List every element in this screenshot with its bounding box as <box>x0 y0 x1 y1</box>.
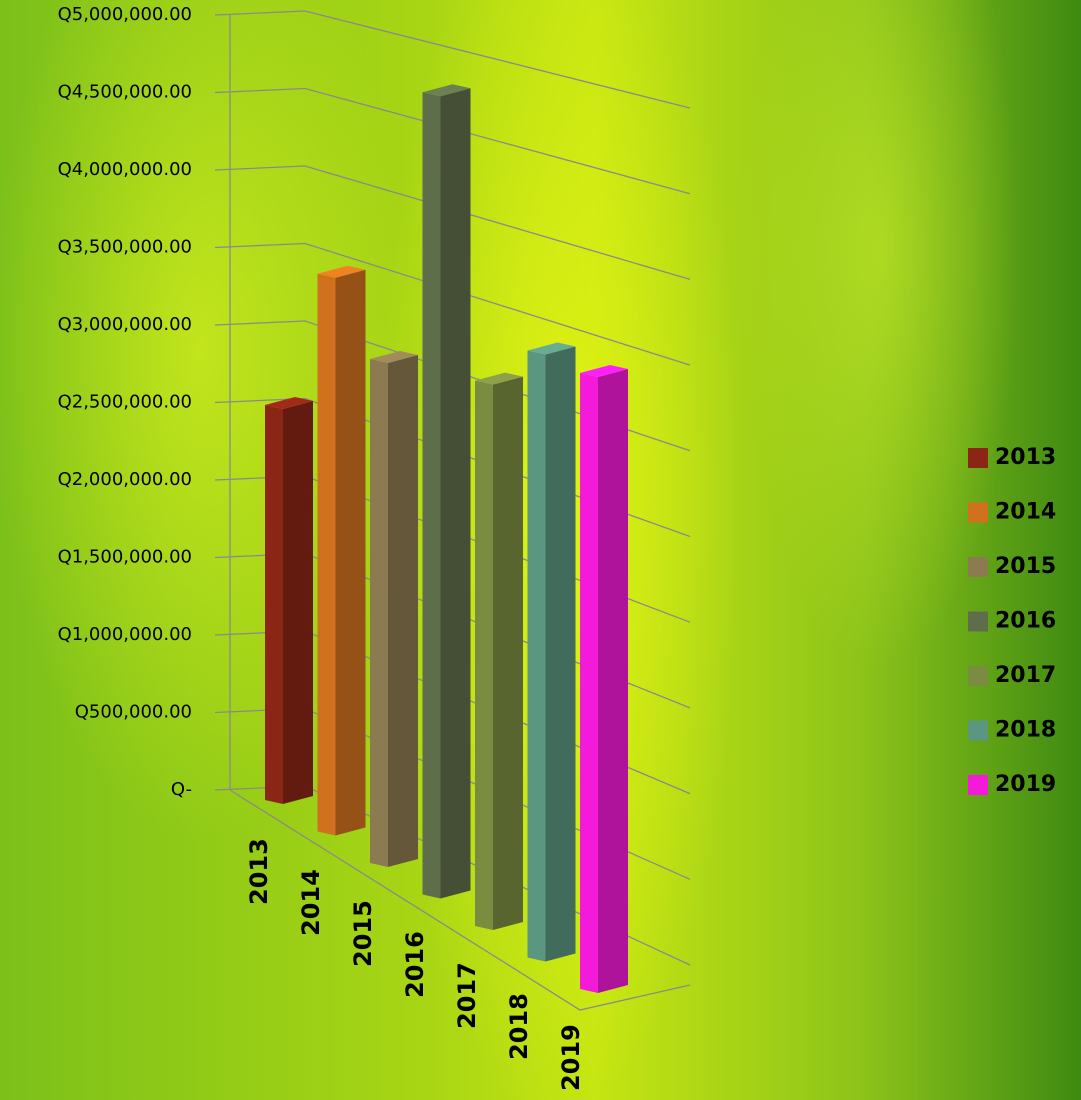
bar-front <box>370 359 388 867</box>
y-tick-label: Q3,000,000.00 <box>58 314 192 335</box>
y-tick-label: Q4,500,000.00 <box>58 82 192 103</box>
legend-label: 2013 <box>995 445 1056 470</box>
chart: Q- Q500,000.00 Q1,000,000.00 Q1,500,000.00 Q… <box>0 0 1081 1100</box>
legend-label: 2017 <box>995 663 1056 688</box>
y-tick-label: Q3,500,000.00 <box>58 237 192 258</box>
y-tick-label: Q1,500,000.00 <box>58 547 192 568</box>
bar-side <box>441 88 471 898</box>
legend-swatch <box>968 503 988 523</box>
x-tick-label: 2013 <box>245 838 273 905</box>
x-tick-label: 2018 <box>505 993 533 1060</box>
legend-swatch <box>968 612 988 632</box>
y-tick-label: Q2,500,000.00 <box>58 392 192 413</box>
y-tick-label: Q4,000,000.00 <box>58 159 192 180</box>
x-tick-label: 2014 <box>297 869 325 936</box>
bar-side <box>388 355 418 867</box>
x-tick-label: 2019 <box>557 1024 585 1091</box>
legend-swatch <box>968 448 988 468</box>
bar-front <box>265 405 283 804</box>
x-tick-label: 2017 <box>453 962 481 1029</box>
legend-label: 2016 <box>995 609 1056 634</box>
x-tick-label: 2016 <box>401 931 429 998</box>
y-tick-label: Q5,000,000.00 <box>58 4 192 25</box>
bar-front <box>318 274 336 836</box>
y-tick-label: Q2,000,000.00 <box>58 469 192 490</box>
bar-front <box>475 381 493 930</box>
bar-side <box>283 401 313 804</box>
bar-front <box>423 92 441 898</box>
bar-front <box>528 350 546 961</box>
legend-label: 2019 <box>995 772 1056 797</box>
bar-side <box>336 270 366 836</box>
legend-label: 2014 <box>995 500 1056 525</box>
legend-swatch <box>968 666 988 686</box>
bar-front <box>580 373 598 993</box>
page: Q- Q500,000.00 Q1,000,000.00 Q1,500,000.00 Q… <box>0 0 1081 1100</box>
legend-label: 2018 <box>995 718 1056 743</box>
bar-side <box>493 377 523 930</box>
legend-swatch <box>968 557 988 577</box>
y-tick-label: Q500,000.00 <box>75 702 192 723</box>
y-tick-label: Q1,000,000.00 <box>58 624 192 645</box>
legend-label: 2015 <box>995 554 1056 579</box>
x-tick-label: 2015 <box>349 900 377 967</box>
y-tick-label: Q- <box>171 779 192 800</box>
legend-swatch <box>968 775 988 795</box>
legend-swatch <box>968 721 988 741</box>
bar-side <box>598 369 628 993</box>
bar-side <box>546 346 576 961</box>
